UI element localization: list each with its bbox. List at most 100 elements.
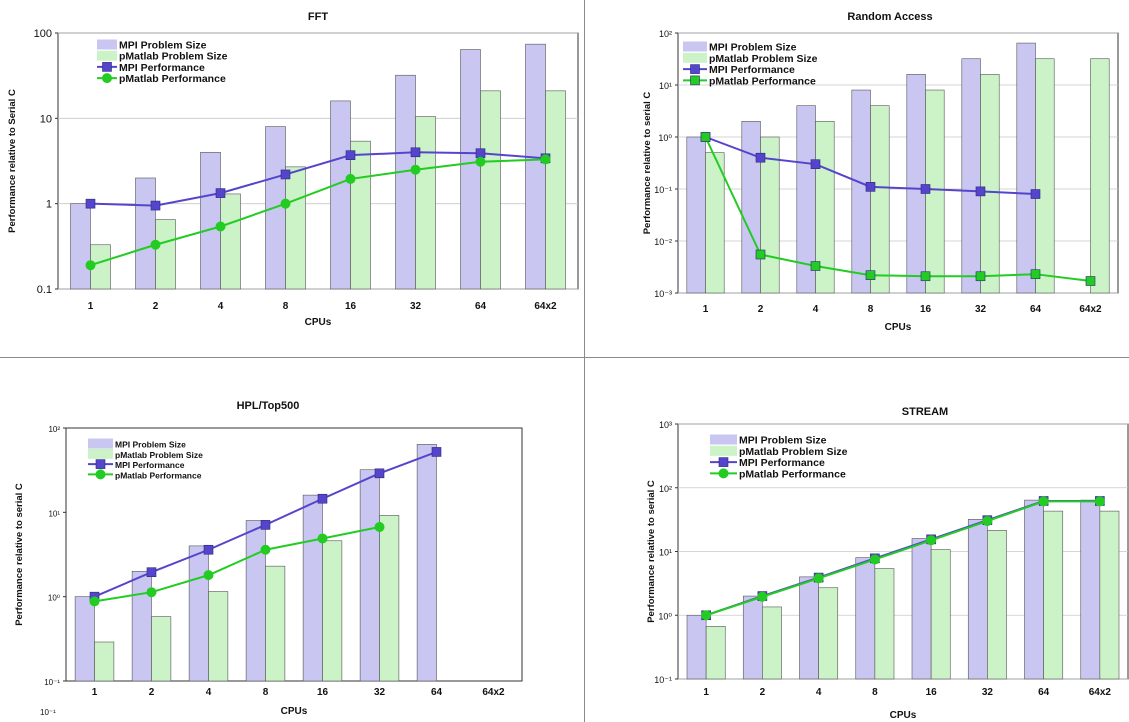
fft-x-tick-label: 1 bbox=[88, 301, 94, 312]
hpl-y-tick-label: 10² bbox=[48, 425, 60, 434]
fft-x-axis-label: CPUs bbox=[305, 317, 332, 328]
random-access-bar-mpi-problem-size bbox=[686, 136, 706, 294]
random-access-y-tick-label: 10⁻³ bbox=[654, 289, 672, 299]
random-access-point-pmatlab-performance bbox=[920, 271, 931, 282]
hpl-legend-marker-pmatlab-performance bbox=[95, 469, 106, 480]
stream-y-tick-label: 10¹ bbox=[659, 548, 672, 558]
stream-bar-pmatlab-problem-size bbox=[874, 568, 895, 680]
fft-y-tick-label: 0.1 bbox=[37, 284, 52, 296]
fft-legend-label-pmatlab-problem-size: pMatlab Problem Size bbox=[119, 51, 228, 63]
stream-x-tick-label: 64 bbox=[1038, 687, 1050, 698]
fft-bar-pmatlab-problem-size bbox=[220, 193, 241, 290]
fft-x-tick-label: 32 bbox=[410, 301, 422, 312]
hpl-y-tick-label: 10⁻¹ bbox=[44, 678, 60, 687]
hpl-bar-mpi-problem-size bbox=[131, 570, 152, 682]
stream-point-pmatlab-performance bbox=[869, 554, 880, 565]
fft-bar-mpi-problem-size bbox=[200, 151, 221, 290]
stream-x-tick-label: 4 bbox=[816, 687, 822, 698]
random-access-point-mpi-performance bbox=[865, 182, 876, 192]
hpl-legend-label-pmatlab-performance: pMatlab Performance bbox=[115, 470, 202, 480]
hpl-point-mpi-performance bbox=[146, 567, 157, 578]
random-access-point-pmatlab-performance bbox=[865, 270, 876, 280]
random-access-y-tick-label: 10⁻¹ bbox=[654, 185, 672, 195]
hpl-x-tick-label: 32 bbox=[374, 687, 386, 698]
vertical-divider bbox=[584, 0, 585, 722]
fft-bar-mpi-problem-size bbox=[525, 43, 546, 290]
stream-bar-pmatlab-problem-size bbox=[1099, 510, 1120, 680]
stream-y-tick-label: 10⁻¹ bbox=[654, 675, 672, 685]
random-access-point-pmatlab-performance bbox=[975, 271, 986, 282]
stream-bar-pmatlab-problem-size bbox=[930, 549, 951, 680]
random-access-x-tick-label: 4 bbox=[813, 304, 819, 315]
random-access-x-tick-label: 16 bbox=[920, 304, 932, 315]
random-access-bar-pmatlab-problem-size bbox=[870, 105, 890, 294]
hpl-x-tick-label: 1 bbox=[92, 687, 98, 698]
random-access-bar-mpi-problem-size bbox=[1016, 42, 1036, 294]
hpl-y-tick-label: 10⁰ bbox=[48, 594, 60, 603]
fft-bar-mpi-problem-size bbox=[135, 177, 156, 290]
stream-bar-mpi-problem-size bbox=[1080, 499, 1101, 680]
stream-bar-pmatlab-problem-size bbox=[762, 606, 782, 680]
stream-legend-label-pmatlab-performance: pMatlab Performance bbox=[739, 468, 846, 480]
random-access-x-tick-label: 64x2 bbox=[1079, 304, 1102, 315]
fft-point-mpi-performance bbox=[345, 150, 356, 160]
hpl-bar-pmatlab-problem-size bbox=[322, 540, 343, 682]
fft-legend-swatch-pmatlab-problem-size bbox=[97, 50, 117, 61]
stream-point-pmatlab-performance bbox=[982, 516, 993, 527]
stream-title: STREAM bbox=[902, 406, 948, 418]
random-access-point-mpi-performance bbox=[920, 184, 931, 194]
random-access-point-mpi-performance bbox=[975, 186, 986, 197]
stream-x-tick-label: 32 bbox=[982, 687, 994, 698]
stream-x-tick-label: 1 bbox=[703, 687, 709, 698]
stream-bar-mpi-problem-size bbox=[742, 595, 763, 680]
random-access-bar-mpi-problem-size bbox=[741, 121, 761, 294]
fft-point-pmatlab-performance bbox=[410, 164, 421, 175]
stream-x-tick-label: 64x2 bbox=[1089, 687, 1112, 698]
fft-title: FFT bbox=[308, 11, 328, 23]
hpl-point-pmatlab-performance bbox=[260, 544, 271, 555]
fft-point-pmatlab-performance bbox=[85, 260, 96, 271]
hpl-legend-swatch-mpi-problem-size bbox=[88, 438, 113, 449]
stream-legend-marker-pmatlab-performance bbox=[718, 468, 729, 479]
hpl-top500-chart: 10² 10¹ 10⁰ 10⁻¹ 1 2 4 8 16 32 64 64x2 HPL/Top500 CPU… bbox=[14, 400, 523, 717]
hpl-legend-swatch-pmatlab-problem-size bbox=[88, 448, 113, 459]
random-access-y-tick-label: 10⁻² bbox=[654, 237, 672, 247]
hpl-legend-label-mpi-problem-size: MPI Problem Size bbox=[115, 440, 186, 450]
random-access-point-mpi-performance bbox=[810, 159, 821, 169]
random-access-point-pmatlab-performance bbox=[700, 132, 711, 142]
stream-bar-pmatlab-problem-size bbox=[705, 626, 726, 680]
hpl-x-tick-label: 64 bbox=[431, 687, 443, 698]
stream-x-axis-label: CPUs bbox=[890, 710, 917, 721]
stream-legend-label-mpi-performance: MPI Performance bbox=[739, 457, 825, 469]
random-access-line-pmatlab-performance bbox=[704, 136, 1091, 283]
fft-bar-pmatlab-problem-size bbox=[155, 219, 176, 290]
hpl-point-mpi-performance bbox=[203, 544, 214, 555]
random-access-bar-mpi-problem-size bbox=[906, 74, 926, 294]
random-access-chart: 10² 10¹ 10⁰ 10⁻¹ 10⁻² 10⁻³ 1 2 4 8 16 32 64 64x2 Rando… bbox=[642, 11, 1119, 333]
random-access-y-tick-label: 10² bbox=[659, 29, 672, 39]
stream-y-axis-label: Performance relative to serial C bbox=[646, 480, 657, 623]
fft-point-mpi-performance bbox=[85, 198, 96, 209]
hpl-point-mpi-performance bbox=[260, 520, 271, 530]
random-access-y-axis-label: Performance relative to serial C bbox=[642, 92, 653, 235]
random-access-legend-marker-pmatlab-performance bbox=[690, 75, 700, 86]
hpl-bar-pmatlab-problem-size bbox=[94, 641, 115, 682]
random-access-bar-pmatlab-problem-size bbox=[1090, 58, 1110, 294]
stream-legend-swatch-pmatlab-problem-size bbox=[710, 445, 737, 456]
fft-x-tick-label: 8 bbox=[283, 301, 289, 312]
fft-point-mpi-performance bbox=[410, 147, 421, 158]
fft-chart: 100 10 1 0.1 1 2 4 8 16 32 64 64x2 FFT CPUs Performanc… bbox=[7, 11, 579, 328]
fft-point-pmatlab-performance bbox=[475, 156, 486, 167]
fft-y-tick-label: 100 bbox=[34, 28, 52, 40]
fft-legend-marker-mpi-performance bbox=[102, 62, 112, 72]
stream-point-pmatlab-performance bbox=[813, 573, 824, 584]
random-access-legend-label-mpi-problem-size: MPI Problem Size bbox=[709, 42, 797, 54]
fft-point-pmatlab-performance bbox=[215, 221, 226, 232]
fft-x-tick-label: 4 bbox=[218, 301, 224, 312]
hpl-x-tick-label: 2 bbox=[149, 687, 155, 698]
hpl-bar-mpi-problem-size bbox=[245, 520, 266, 682]
hpl-x-axis-label: CPUs bbox=[281, 706, 308, 717]
hpl-bar-pmatlab-problem-size bbox=[208, 591, 229, 682]
stream-x-tick-label: 2 bbox=[760, 687, 766, 698]
random-access-title: Random Access bbox=[847, 11, 932, 23]
